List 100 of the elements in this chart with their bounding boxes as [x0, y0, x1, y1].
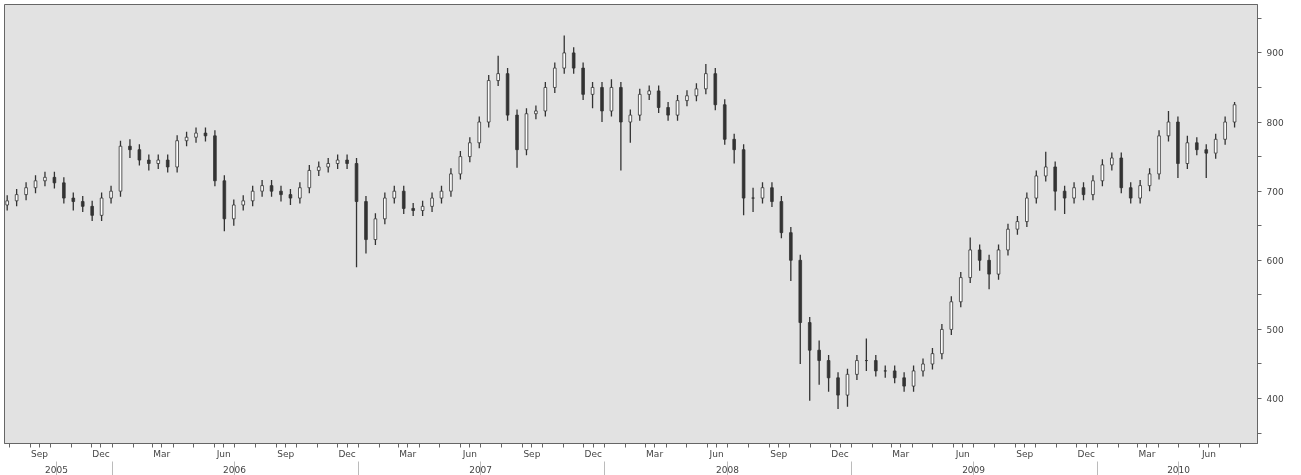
candlestick [543, 81, 548, 118]
candlestick [1100, 158, 1105, 187]
candlestick [1034, 169, 1039, 205]
candlestick [590, 81, 595, 109]
candlestick [1166, 110, 1171, 143]
y-tick-label: 800 [1266, 117, 1284, 128]
candlestick [43, 171, 47, 187]
candlestick [496, 55, 500, 87]
candlestick [401, 184, 406, 215]
candlestick [307, 164, 312, 194]
x-tick-label: Jun [954, 448, 970, 459]
x-tick-label: Dec [831, 448, 849, 459]
candlestick [1091, 174, 1095, 201]
x2-tick-label: 2009 [962, 464, 986, 475]
x-tick-label: Mar [646, 448, 664, 459]
candlestick [770, 181, 774, 208]
candlestick [477, 115, 482, 149]
candlestick [62, 176, 66, 205]
x2-tick-label: 2010 [1167, 464, 1191, 475]
candlestick [430, 191, 434, 213]
y-tick-label: 700 [1266, 186, 1284, 197]
candlestick [1138, 179, 1142, 205]
candlestick [260, 179, 264, 198]
x2-tick-label: 2007 [469, 464, 493, 475]
x-tick-label: Jun [1200, 448, 1216, 459]
candlestick [902, 371, 906, 393]
x-tick-label: Mar [892, 448, 910, 459]
candlestick [732, 133, 736, 165]
candlestick [836, 371, 840, 410]
candlestick [279, 184, 283, 203]
candlestick [298, 181, 302, 205]
y-tick-label: 500 [1266, 324, 1284, 335]
candlestick [194, 126, 198, 144]
candlestick [458, 150, 463, 181]
candlestick [449, 167, 453, 198]
candlestick [760, 181, 765, 205]
candlestick [704, 63, 708, 96]
x-tick-label: Jun [708, 448, 724, 459]
y-tick-label: 900 [1266, 48, 1284, 59]
candlestick [685, 89, 689, 107]
x-tick-label: Dec [584, 448, 602, 459]
x-tick-label: Mar [1138, 448, 1156, 459]
candlestick [666, 101, 670, 122]
candlestick [571, 46, 576, 75]
candlestick [232, 198, 236, 227]
candlestick [1044, 151, 1048, 183]
candlestick [1015, 215, 1020, 236]
candlestick [675, 94, 680, 122]
candlestick [553, 61, 557, 94]
candlestick [930, 347, 935, 371]
x-tick-label: Sep [523, 448, 541, 459]
x-tick-label: Dec [92, 448, 110, 459]
x-tick-label: Sep [31, 448, 49, 459]
candlestick [383, 191, 387, 225]
candlestick [1223, 115, 1227, 146]
candlestick [562, 34, 566, 75]
candlestick [250, 184, 255, 208]
candlestick [90, 200, 94, 222]
candlestick [128, 138, 132, 159]
candlestick [987, 254, 991, 290]
candlestick [628, 108, 633, 144]
candlestick [874, 354, 878, 378]
candlestick [826, 354, 831, 393]
x2-tick-label: 2008 [715, 464, 740, 475]
candlestick [1213, 133, 1218, 160]
x-tick-label: Jun [215, 448, 231, 459]
candlestick [656, 84, 661, 114]
candlestick [817, 339, 821, 386]
candlestick [1204, 143, 1208, 179]
candlestick [1232, 101, 1237, 129]
candlestick [1185, 135, 1190, 170]
x-tick-label: Sep [1016, 448, 1034, 459]
x-tick-label: Jun [461, 448, 477, 459]
candlestick [751, 187, 755, 213]
x-tick-label: Sep [277, 448, 295, 459]
candlestick [373, 212, 378, 246]
candlestick [1128, 181, 1133, 205]
y-tick-label: 400 [1266, 394, 1284, 405]
candlestick [1006, 223, 1010, 257]
candlestick [609, 78, 614, 118]
x-tick-label: Mar [153, 448, 171, 459]
x-tick-label: Mar [399, 448, 417, 459]
candlestick [534, 104, 538, 120]
x-tick-label: Sep [770, 448, 788, 459]
x2-tick-label: 2006 [223, 464, 247, 475]
candlestick [977, 243, 982, 272]
candlestick [1025, 191, 1029, 228]
y-tick-label: 600 [1266, 255, 1284, 266]
candlestick [1147, 167, 1152, 192]
candlestick [845, 368, 850, 408]
candlestick [1062, 184, 1067, 215]
candlestick [638, 88, 642, 122]
x2-tick-label: 2005 [44, 464, 68, 475]
candlestick [345, 153, 349, 170]
candlestick [911, 364, 916, 393]
candlestick [137, 143, 142, 167]
x-tick-label: Dec [338, 448, 356, 459]
candlestick [99, 191, 104, 222]
candlestick [600, 81, 604, 123]
candlestick [1072, 181, 1076, 205]
